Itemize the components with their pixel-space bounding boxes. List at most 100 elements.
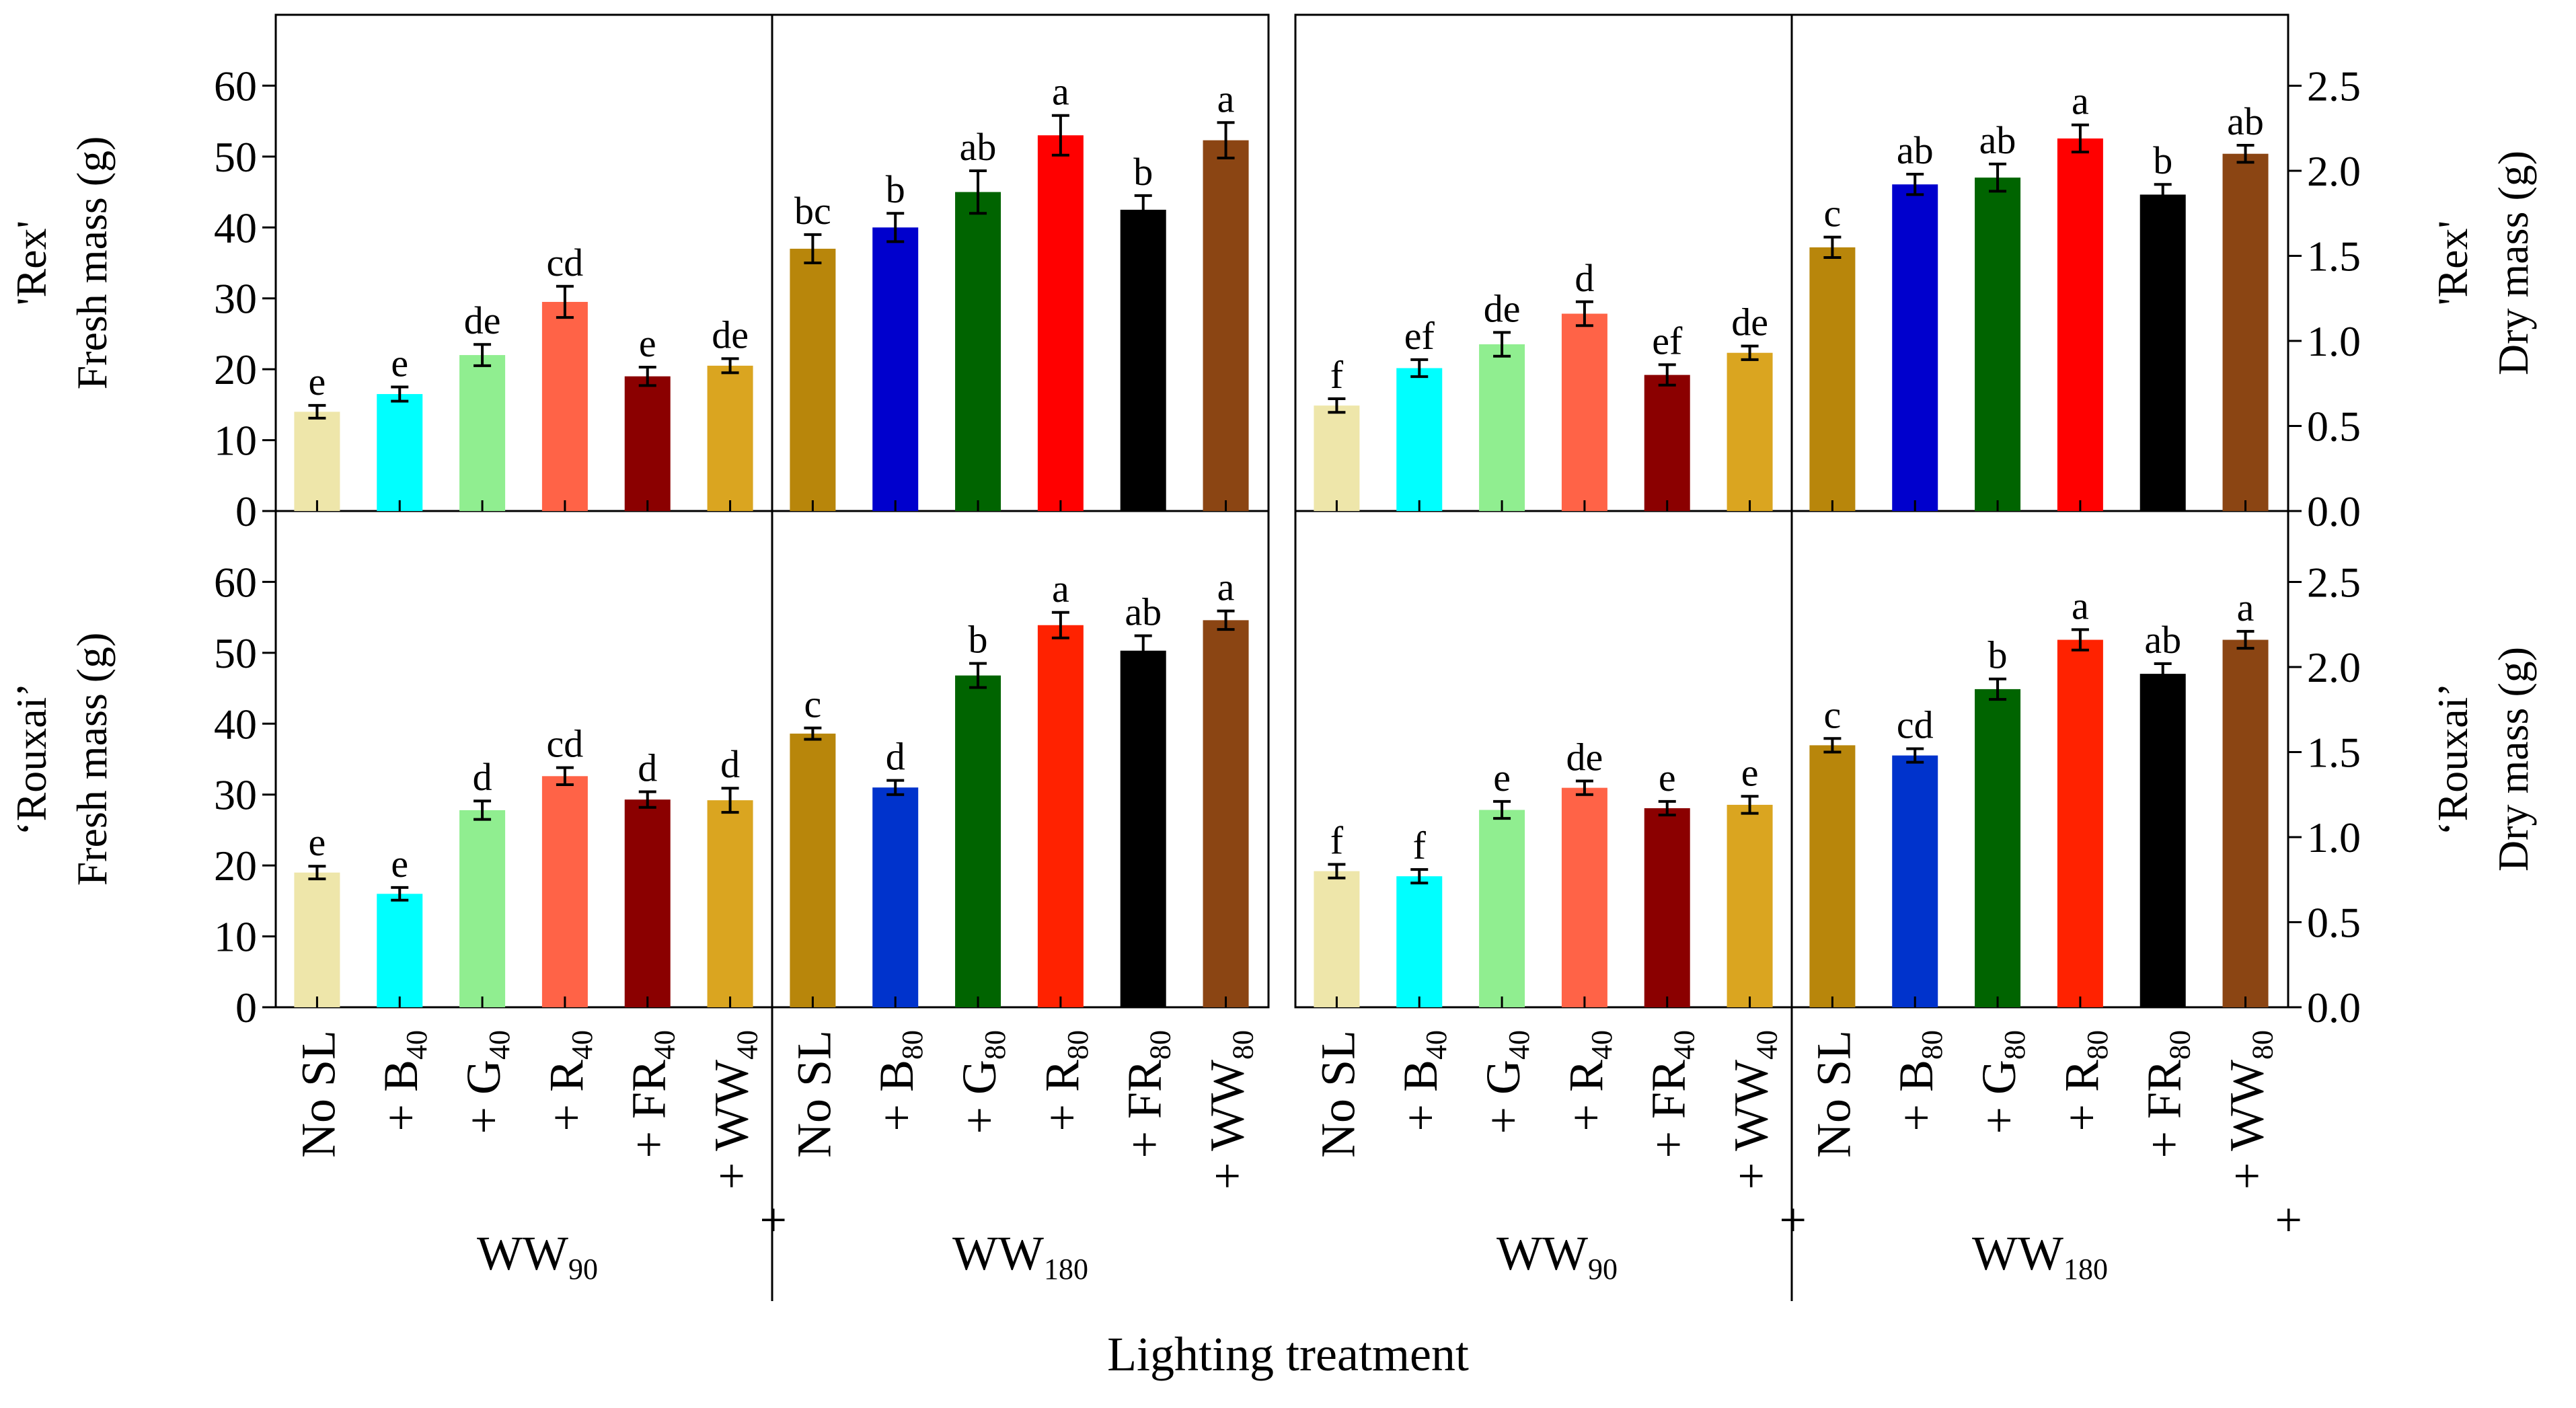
y-tick-label: 50 [214,133,257,181]
error-bar [2236,144,2255,164]
significance-letter: e [309,360,326,403]
x-tick-label: No SL [1311,1030,1365,1158]
bar [1203,620,1249,1007]
significance-letter: a [2072,79,2089,123]
bar [377,894,423,1007]
significance-letter: d [1575,256,1594,300]
y-tick-label: 0 [235,984,257,1031]
bar [2139,674,2186,1007]
bar [790,734,836,1007]
error-bar [1906,747,1924,764]
bar [377,394,423,511]
error-bar [804,726,822,741]
x-tick-label: + R40 [539,1030,599,1132]
significance-letter: ab [1125,590,1162,634]
error-bar [556,284,574,319]
significance-letter: b [1133,150,1153,194]
error-bar [1051,611,1069,639]
significance-letter: a [1052,567,1069,611]
bar [1644,808,1690,1007]
significance-letter: f [1330,818,1344,862]
error-bar [886,779,905,796]
y-tick-label: 0.0 [2307,487,2361,535]
significance-letter: ef [1652,319,1683,362]
x-tick-label: + B40 [1394,1030,1453,1132]
significance-letter: cd [547,241,584,284]
x-tick-label: + R80 [1035,1030,1094,1132]
error-bar [1134,634,1152,667]
significance-letter: ab [960,125,997,169]
bar [1892,755,1938,1007]
x-tick-label: + FR40 [622,1030,681,1159]
y-axis-title: ‘Rouxai’ [7,682,55,836]
x-tick-label: + FR80 [2137,1030,2197,1159]
y-axis-title: Dry mass (g) [2489,151,2537,375]
significance-letter: d [638,746,657,789]
error-bar [308,865,326,881]
y-tick-label: 20 [214,842,257,890]
bar [1203,140,1249,511]
x-tick-label-extra: + [1766,1206,1820,1234]
error-bar [1217,609,1235,631]
error-bar [1328,397,1346,414]
x-tick-label: + FR80 [1118,1030,1177,1159]
error-bar [1410,358,1429,379]
group-label: WW180 [952,1226,1088,1286]
significance-letter: e [1493,756,1511,799]
error-bar [1134,194,1152,226]
bar [624,799,671,1007]
significance-letter: bc [794,189,831,233]
y-tick-label: 60 [214,62,257,110]
group-label: WW90 [1497,1226,1618,1286]
error-bar [721,787,739,814]
bar [1396,876,1443,1007]
bar [1120,209,1166,511]
y-tick-label: 0.0 [2307,984,2361,1031]
y-tick-label: 1.0 [2307,317,2361,365]
group-label: WW90 [477,1226,598,1286]
y-axis-title: Dry mass (g) [2489,647,2537,871]
bar [1975,689,2021,1007]
bar [2222,639,2269,1007]
significance-letter: a [1217,565,1235,609]
significance-letter: a [1052,70,1069,114]
y-tick-label: 40 [214,204,257,251]
bar [541,301,588,511]
significance-letter: b [1988,633,2008,677]
bar [1037,135,1084,511]
error-bar [1328,863,1346,879]
x-tick-label: + WW80 [1201,1030,1260,1189]
y-axis-title: ‘Rouxai’ [2429,682,2476,836]
significance-letter: e [1659,756,1676,799]
error-bar [391,385,409,403]
y-tick-label: 2.5 [2307,559,2361,607]
y-axis-title: Fresh mass (g) [68,136,116,390]
error-bar [1217,121,1235,159]
error-bar [2154,183,2172,206]
error-bar [2071,123,2089,154]
error-bar [969,169,987,215]
significance-letter: ab [2144,618,2181,662]
bar [955,192,1001,511]
bar [1561,313,1607,511]
error-bar [2071,628,2089,652]
y-axis-title: 'Rex' [2429,221,2476,305]
y-tick-label: 10 [214,417,257,465]
significance-letter: de [1566,736,1603,779]
y-tick-label: 2.5 [2307,63,2361,110]
x-tick-label: No SL [787,1030,841,1158]
x-tick-label: + R80 [2055,1030,2114,1132]
x-tick-label-extra: + [747,1206,800,1234]
bar [707,365,753,511]
bar [1479,344,1525,511]
y-tick-label: 20 [214,346,257,393]
error-bar [1410,868,1429,885]
x-tick-label: + WW40 [705,1030,764,1189]
y-tick-label: 1.5 [2307,729,2361,777]
significance-letter: e [391,342,408,385]
y-tick-label: 0 [235,487,257,535]
significance-letter: c [1824,693,1842,736]
significance-letter: de [464,299,501,342]
significance-letter: a [2237,586,2255,629]
x-tick-label: No SL [291,1030,345,1158]
